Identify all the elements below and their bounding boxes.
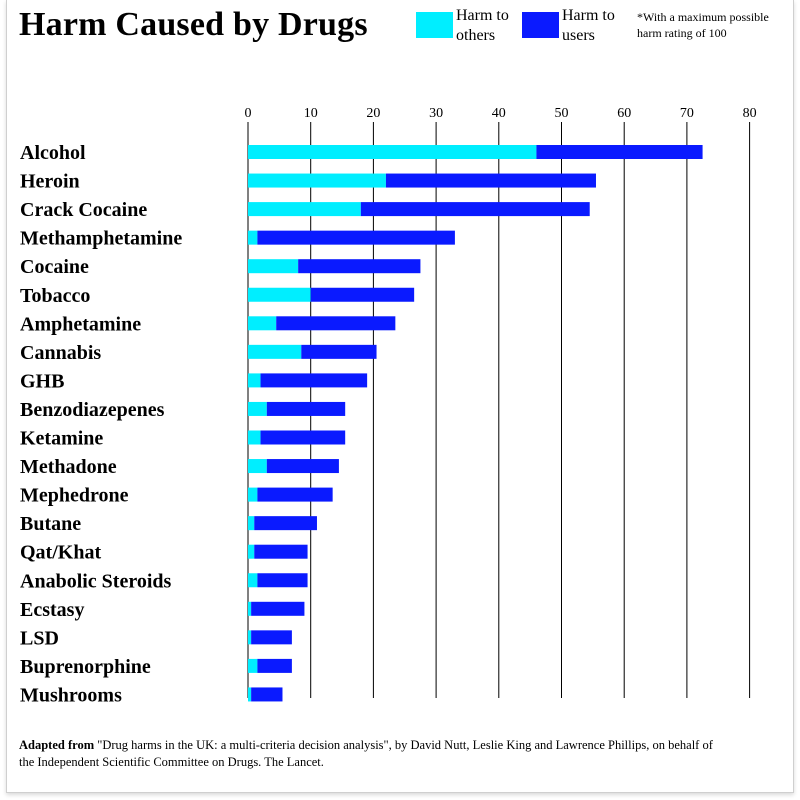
bar-anabolic-steroids-others (248, 573, 258, 588)
chart-title: Harm Caused by Drugs (19, 6, 368, 43)
bar-benzodiazepenes-others (248, 401, 267, 416)
source-citation: Adapted from "Drug harms in the UK: a mu… (19, 737, 719, 771)
bar-ketamine-users (260, 430, 346, 445)
bar-ketamine-others (248, 430, 261, 445)
category-label-ketamine: Ketamine (20, 428, 103, 450)
category-label-tobacco: Tobacco (20, 285, 90, 307)
bar-cocaine-users (298, 259, 421, 274)
legend-label-others: Harm to others (456, 6, 509, 46)
bar-tobacco-others (248, 287, 311, 302)
bar-alcohol-others (248, 145, 537, 159)
rating-note: *With a maximum possible harm rating of … (637, 10, 769, 40)
tick-label-40: 40 (492, 106, 506, 121)
legend-label-others-line2: others (456, 27, 496, 44)
tick-label-20: 20 (366, 106, 380, 121)
bar-alcohol-users (536, 145, 703, 159)
bar-cocaine-others (248, 259, 299, 274)
bar-cannabis-users (301, 344, 377, 359)
bar-methamphetamine-others (248, 230, 258, 245)
bar-butane-others (248, 516, 255, 531)
bar-mushrooms-users (251, 687, 283, 702)
bar-cannabis-others (248, 344, 302, 359)
tick-label-60: 60 (617, 106, 631, 121)
category-label-cannabis: Cannabis (20, 342, 101, 364)
bar-crack-cocaine-others (248, 202, 361, 217)
bar-heroin-others (248, 173, 386, 188)
category-label-crack-cocaine: Crack Cocaine (20, 199, 147, 221)
category-label-methadone: Methadone (20, 456, 117, 478)
tick-label-10: 10 (304, 106, 318, 121)
bar-ecstasy-users (251, 601, 305, 616)
category-label-benzodiazepenes: Benzodiazepenes (20, 399, 165, 421)
source-bold: Adapted from (19, 738, 95, 752)
bar-lsd-others (248, 630, 252, 645)
category-label-cocaine: Cocaine (20, 256, 89, 278)
category-label-alcohol: Alcohol (20, 142, 86, 164)
bar-amphetamine-others (248, 316, 277, 331)
tick-label-70: 70 (680, 106, 694, 121)
bar-ghb-users (260, 373, 368, 388)
category-label-lsd: LSD (20, 627, 59, 649)
bar-qat-khat-users (254, 544, 308, 559)
chart-frame (6, 0, 794, 793)
bar-buprenorphine-others (248, 658, 258, 673)
category-label-anabolic-steroids: Anabolic Steroids (20, 570, 172, 592)
bar-ghb-others (248, 373, 261, 388)
bar-mushrooms-others (248, 687, 252, 702)
bar-mephedrone-users (257, 487, 333, 502)
source-text: "Drug harms in the UK: a multi-criteria … (19, 738, 713, 769)
bar-methadone-others (248, 459, 267, 474)
legend-label-others-line1: Harm to (456, 7, 509, 24)
legend-label-users: Harm to users (562, 6, 615, 46)
bar-crack-cocaine-users (360, 202, 590, 217)
bar-mephedrone-others (248, 487, 258, 502)
bar-ecstasy-others (248, 601, 252, 616)
tick-label-80: 80 (743, 106, 757, 121)
bar-benzodiazepenes-users (266, 401, 346, 416)
bar-qat-khat-others (248, 544, 255, 559)
legend-swatch-others (416, 12, 453, 38)
tick-label-50: 50 (555, 106, 569, 121)
bar-methadone-users (266, 459, 339, 474)
category-label-buprenorphine: Buprenorphine (20, 656, 151, 678)
bar-methamphetamine-users (257, 230, 455, 245)
category-label-ecstasy: Ecstasy (20, 599, 84, 621)
bar-tobacco-users (310, 287, 415, 302)
category-label-qat-khat: Qat/Khat (20, 542, 101, 564)
category-label-ghb: GHB (20, 370, 64, 392)
tick-label-0: 0 (245, 106, 252, 121)
bar-amphetamine-users (276, 316, 396, 331)
bar-buprenorphine-users (257, 658, 292, 673)
category-label-mushrooms: Mushrooms (20, 684, 122, 706)
bar-heroin-users (385, 173, 596, 188)
legend-label-users-line2: users (562, 27, 595, 44)
category-label-mephedrone: Mephedrone (20, 485, 129, 507)
legend-label-users-line1: Harm to (562, 7, 615, 24)
legend-swatch-users (522, 12, 559, 38)
category-label-heroin: Heroin (20, 171, 80, 193)
category-label-methamphetamine: Methamphetamine (20, 228, 182, 250)
bar-lsd-users (251, 630, 292, 645)
bar-butane-users (254, 516, 317, 531)
category-label-butane: Butane (20, 513, 81, 535)
tick-label-30: 30 (429, 106, 443, 121)
category-label-amphetamine: Amphetamine (20, 313, 141, 335)
bar-anabolic-steroids-users (257, 573, 308, 588)
